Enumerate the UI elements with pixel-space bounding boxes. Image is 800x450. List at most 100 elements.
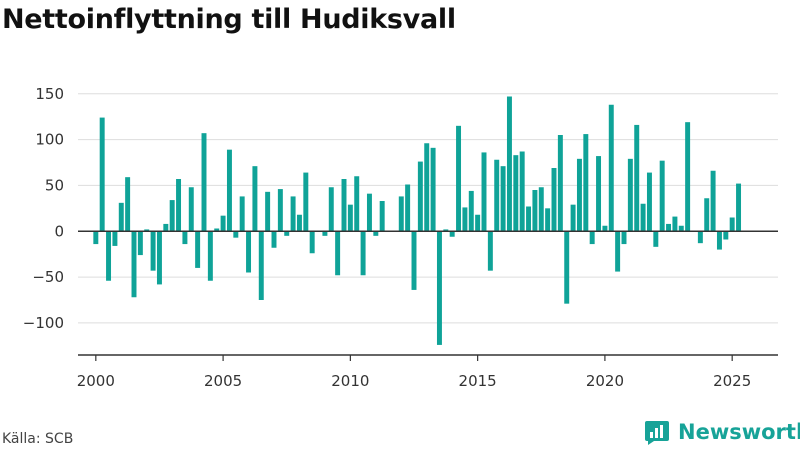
bar [468,190,474,232]
bar [258,231,264,300]
bar [284,231,290,236]
bar [182,231,188,245]
bar [513,155,519,232]
bar [475,214,481,232]
bar [118,202,124,232]
bar [195,231,201,268]
bar [500,166,506,232]
bar [424,143,430,232]
bar [621,231,627,245]
brand-name: Newsworthy [678,420,800,444]
bar [309,231,315,254]
bar [417,161,423,232]
x-tick-label: 2020 [586,372,624,390]
bar [176,179,182,232]
bar [296,214,302,232]
bar [583,134,589,232]
bar [99,117,105,232]
bar [627,158,633,232]
bar [277,189,283,232]
bar [233,231,239,238]
y-tick-label: 100 [35,131,64,149]
bar [226,149,232,232]
bar [487,231,493,271]
bar [354,176,360,232]
bar [506,96,512,232]
bar [462,207,468,232]
x-tick-label: 2005 [204,372,242,390]
y-tick-label: 0 [54,222,64,240]
bar [570,204,576,232]
bar [252,166,258,232]
bar [201,133,207,232]
bar [366,193,372,232]
bar [634,124,640,232]
bar [449,231,455,237]
bar [704,198,710,232]
bar [596,156,602,232]
bar [347,204,353,232]
x-tick-label: 2010 [331,372,369,390]
bar [519,151,525,232]
y-tick-label: 150 [35,85,64,103]
bar [602,225,608,232]
newsworthy-logo-icon [645,421,669,445]
bar [220,215,226,232]
bar [328,187,334,232]
bar [723,231,729,240]
bar [557,135,563,232]
bar [659,160,665,232]
bar [207,231,213,281]
x-tick-label: 2000 [77,372,115,390]
bar [379,201,385,232]
bar [188,187,194,232]
y-tick-label: 50 [45,176,64,194]
brand: Newsworthy [644,419,800,445]
bar [551,168,557,232]
chart-title: Nettoinflyttning till Hudiksvall [2,4,456,35]
bar [125,177,131,232]
bars [93,96,742,345]
bar [411,231,417,290]
bar [246,231,252,273]
axes: −100 −50 0 50 100 150 2000 2005 2010 2015 2020 2025 [23,85,778,390]
bar [589,231,595,245]
bar [494,159,500,232]
x-tick-label: 2025 [713,372,751,390]
bar [615,231,621,272]
bar [169,200,175,232]
bar [131,231,137,298]
bar [398,196,404,232]
bar [144,229,150,232]
bar [716,231,722,250]
bar [532,190,538,232]
bar [564,231,570,304]
y-tick-label: −100 [23,314,64,332]
bar [322,231,328,236]
bar [710,170,716,232]
bar [545,208,551,232]
bar [373,231,379,236]
source-label: Källa: SCB [2,431,74,447]
bar [576,158,582,232]
bar [405,184,411,232]
bar [672,216,678,232]
bar [163,223,169,232]
bar [150,231,156,271]
bar [290,196,296,232]
bar [360,231,366,276]
bar [430,147,436,232]
bar [456,125,462,232]
bar [736,183,742,232]
bar [271,231,277,248]
bar [214,228,220,232]
y-tick-label: −50 [32,268,64,286]
bar [646,172,652,232]
bar [436,231,442,345]
bar [239,196,245,232]
bar [653,231,659,247]
bar [481,152,487,232]
bar [526,206,532,232]
bar [666,223,672,232]
